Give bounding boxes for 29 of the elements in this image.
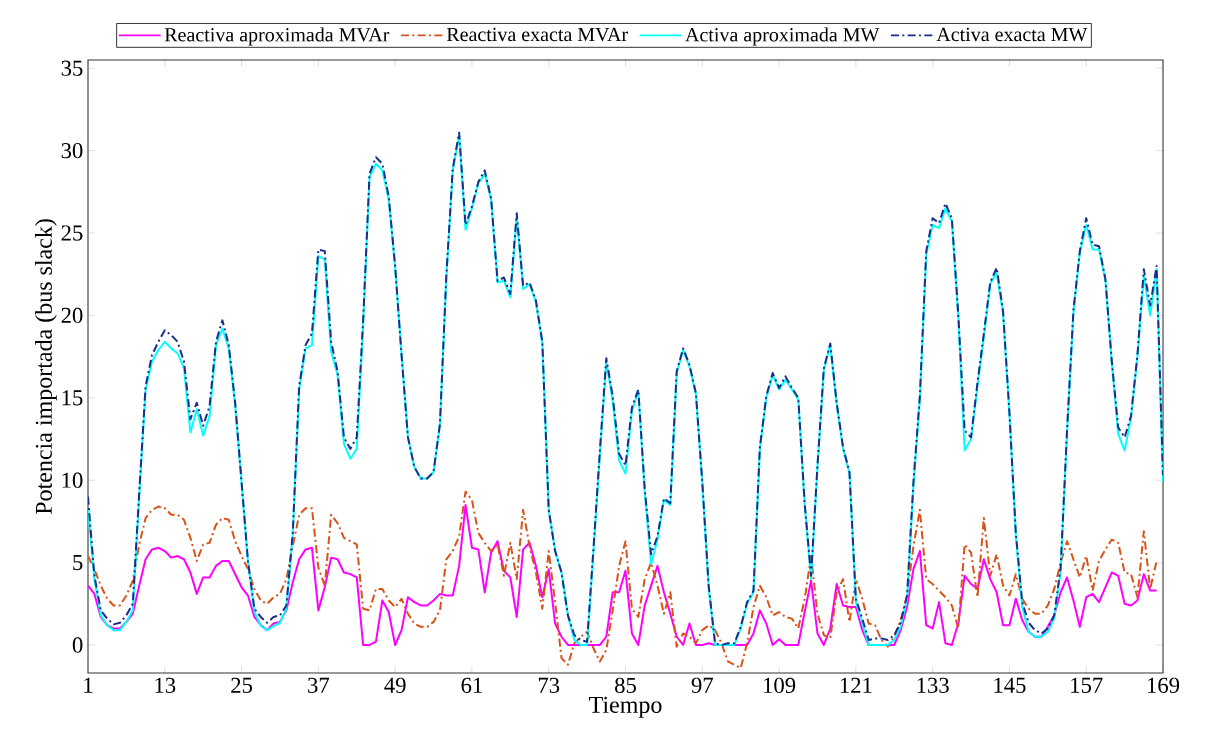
y-axis-title: Potencia importada (bus slack) xyxy=(35,219,57,515)
y-tick-label: 35 xyxy=(61,60,83,76)
legend-label: Reactiva aproximada MVAr xyxy=(164,27,390,46)
x-tick-label: 145 xyxy=(994,677,1026,693)
y-tick-label: 0 xyxy=(72,637,83,653)
y-tick-label: 30 xyxy=(61,142,83,159)
x-tick-label: 37 xyxy=(308,677,330,693)
x-tick-label: 169 xyxy=(1148,677,1180,693)
x-axis-title: Tiempo xyxy=(589,696,662,718)
x-tick-label: 1 xyxy=(84,677,93,693)
x-tick-label: 49 xyxy=(384,677,406,693)
x-tick-label: 25 xyxy=(231,677,253,693)
x-tick-label: 13 xyxy=(155,677,176,693)
y-tick-label: 20 xyxy=(61,307,83,324)
legend-label: Activa exacta MW xyxy=(936,27,1088,42)
x-tick-label: 157 xyxy=(1071,677,1103,693)
x-tick-label: 121 xyxy=(840,677,872,693)
x-tick-label: 133 xyxy=(917,677,949,693)
x-tick-label: 61 xyxy=(461,677,482,693)
x-tick-label: 109 xyxy=(764,677,796,694)
legend-label: Reactiva exacta MVAr xyxy=(446,27,628,42)
y-tick-label: 5 xyxy=(73,555,83,571)
y-tick-label: 25 xyxy=(61,225,83,241)
x-tick-label: 97 xyxy=(691,677,713,693)
y-tick-label: 15 xyxy=(62,390,83,406)
x-tick-label: 85 xyxy=(615,677,636,694)
y-tick-label: 10 xyxy=(62,472,83,488)
x-tick-label: 73 xyxy=(538,677,560,693)
legend-label: Activa aproximada MW xyxy=(685,27,880,46)
